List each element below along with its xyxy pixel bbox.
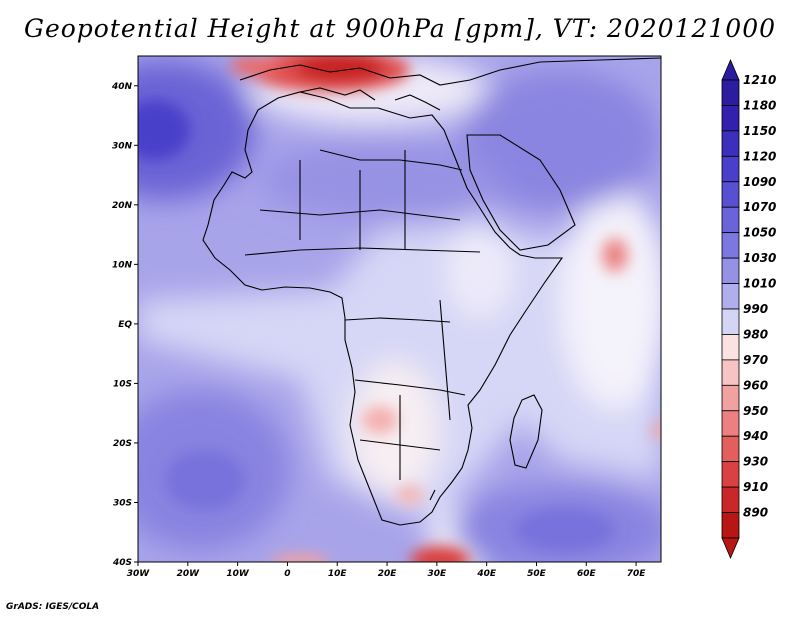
lon-label: 0 [284, 569, 290, 579]
colorbar-swatch [721, 486, 740, 513]
colorbar-swatch [721, 155, 740, 183]
colorbar-swatch [721, 232, 740, 259]
colorbar-label: 1120 [743, 149, 776, 163]
colorbar-swatch [721, 257, 740, 284]
colorbar-label: 950 [743, 404, 768, 418]
colorbar-swatch [721, 130, 740, 157]
lat-label: 40N [111, 82, 133, 92]
colorbar-label: 910 [743, 480, 768, 494]
lon-label: 60E [577, 569, 597, 579]
colorbar-label: 940 [743, 429, 768, 443]
colorbar-label: 1070 [743, 200, 776, 214]
colorbar-label: 1010 [743, 277, 776, 291]
lat-label: 20N [112, 201, 133, 211]
colorbar-swatch [721, 461, 740, 488]
colorbar-label: 930 [743, 455, 768, 469]
colorbar-swatch [721, 512, 740, 539]
lat-label: 30N [112, 141, 133, 151]
colorbar-label: 1150 [743, 124, 776, 138]
colorbar-label: 990 [743, 302, 768, 316]
colorbar-label: 980 [743, 327, 768, 341]
colorbar-bottom-arrow [721, 537, 740, 560]
colorbar-top-arrow [721, 58, 740, 81]
lat-label: 40S [112, 558, 132, 568]
height-field [138, 56, 661, 562]
grads-credit: GrADS: IGES/COLA [6, 602, 100, 612]
colorbar-label: 1180 [743, 98, 776, 112]
lon-label: 50E [527, 569, 547, 579]
lat-label: 10S [113, 379, 132, 389]
colorbar-label: 1090 [743, 175, 776, 189]
colorbar-label: 970 [743, 353, 768, 367]
lon-label: 30W [127, 569, 151, 579]
colorbar-label: 1050 [743, 226, 776, 240]
lat-label: 20S [113, 439, 132, 449]
lon-label: 30E [428, 569, 448, 579]
lon-label: 10W [226, 569, 250, 579]
lon-label: 40E [476, 569, 497, 579]
lon-label: 10E [328, 569, 348, 579]
colorbar-swatch [721, 334, 740, 361]
colorbar-swatch [721, 410, 740, 437]
colorbar-swatch [721, 181, 740, 208]
colorbar-label: 890 [743, 506, 768, 520]
colorbar-swatch [721, 308, 740, 335]
lon-label: 70E [627, 569, 647, 579]
colorbar-swatch [721, 435, 740, 463]
lon-label: 20W [177, 569, 201, 579]
colorbar-swatch [721, 384, 740, 412]
lat-label: EQ [118, 320, 132, 330]
colorbar-swatch [721, 105, 740, 132]
colorbar-swatch [721, 359, 740, 386]
lat-label: 30S [113, 498, 132, 508]
colorbar-label: 960 [743, 378, 768, 392]
colorbar-swatch [721, 206, 740, 234]
plot-frame [137, 55, 662, 563]
map-title: Geopotential Height at 900hPa [gpm], VT:… [23, 14, 777, 43]
colorbar-label: 1210 [743, 73, 776, 87]
coastlines [202, 57, 661, 526]
colorbar-swatch [721, 283, 740, 310]
colorbar: 1210 1180 1150 1120 1090 1070 1050 1030 1010 990 9… [721, 58, 776, 560]
colorbar-swatch [721, 79, 740, 106]
lon-label: 20E [378, 569, 398, 579]
colorbar-label: 1030 [743, 251, 776, 265]
lat-label: 10N [112, 260, 133, 270]
